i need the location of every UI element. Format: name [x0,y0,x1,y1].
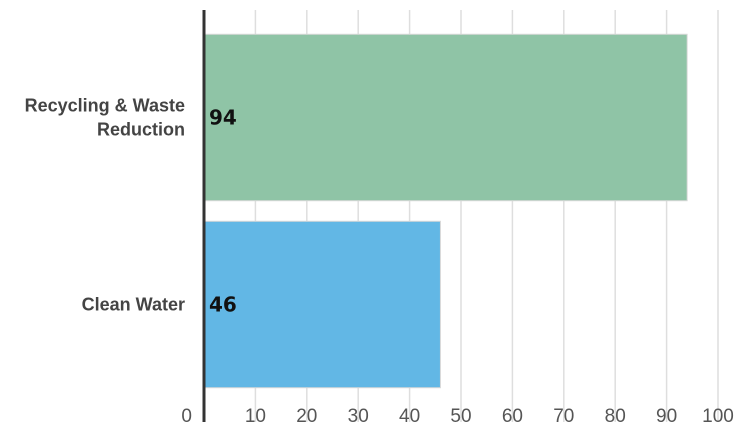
category-labels: Recycling & Waste Reduction Clean Water [25,96,185,315]
category-label: Recycling & Waste [25,96,185,116]
x-tick-label: 50 [450,406,471,425]
x-tick-label: 70 [553,406,574,425]
x-tick-label: 30 [348,406,369,425]
x-tick-label: 100 [702,406,734,425]
bar [203,33,688,202]
x-tick-label: 20 [296,406,317,425]
bar-value-label: 94 [209,106,237,130]
x-tick-labels: 0 10 20 30 40 50 60 70 80 90 100 [181,406,733,425]
category-label: Reduction [97,120,185,140]
x-tick-label: 40 [399,406,420,425]
data-labels: 94 46 [209,106,237,317]
x-tick-label: 60 [502,406,523,425]
bars-group [203,33,688,389]
x-tick-label: 0 [181,406,192,425]
bar [203,220,441,389]
bar-value-label: 46 [209,293,237,317]
category-label: Clean Water [82,295,185,315]
x-tick-label: 90 [656,406,677,425]
x-tick-label: 10 [245,406,266,425]
x-tick-label: 80 [605,406,626,425]
